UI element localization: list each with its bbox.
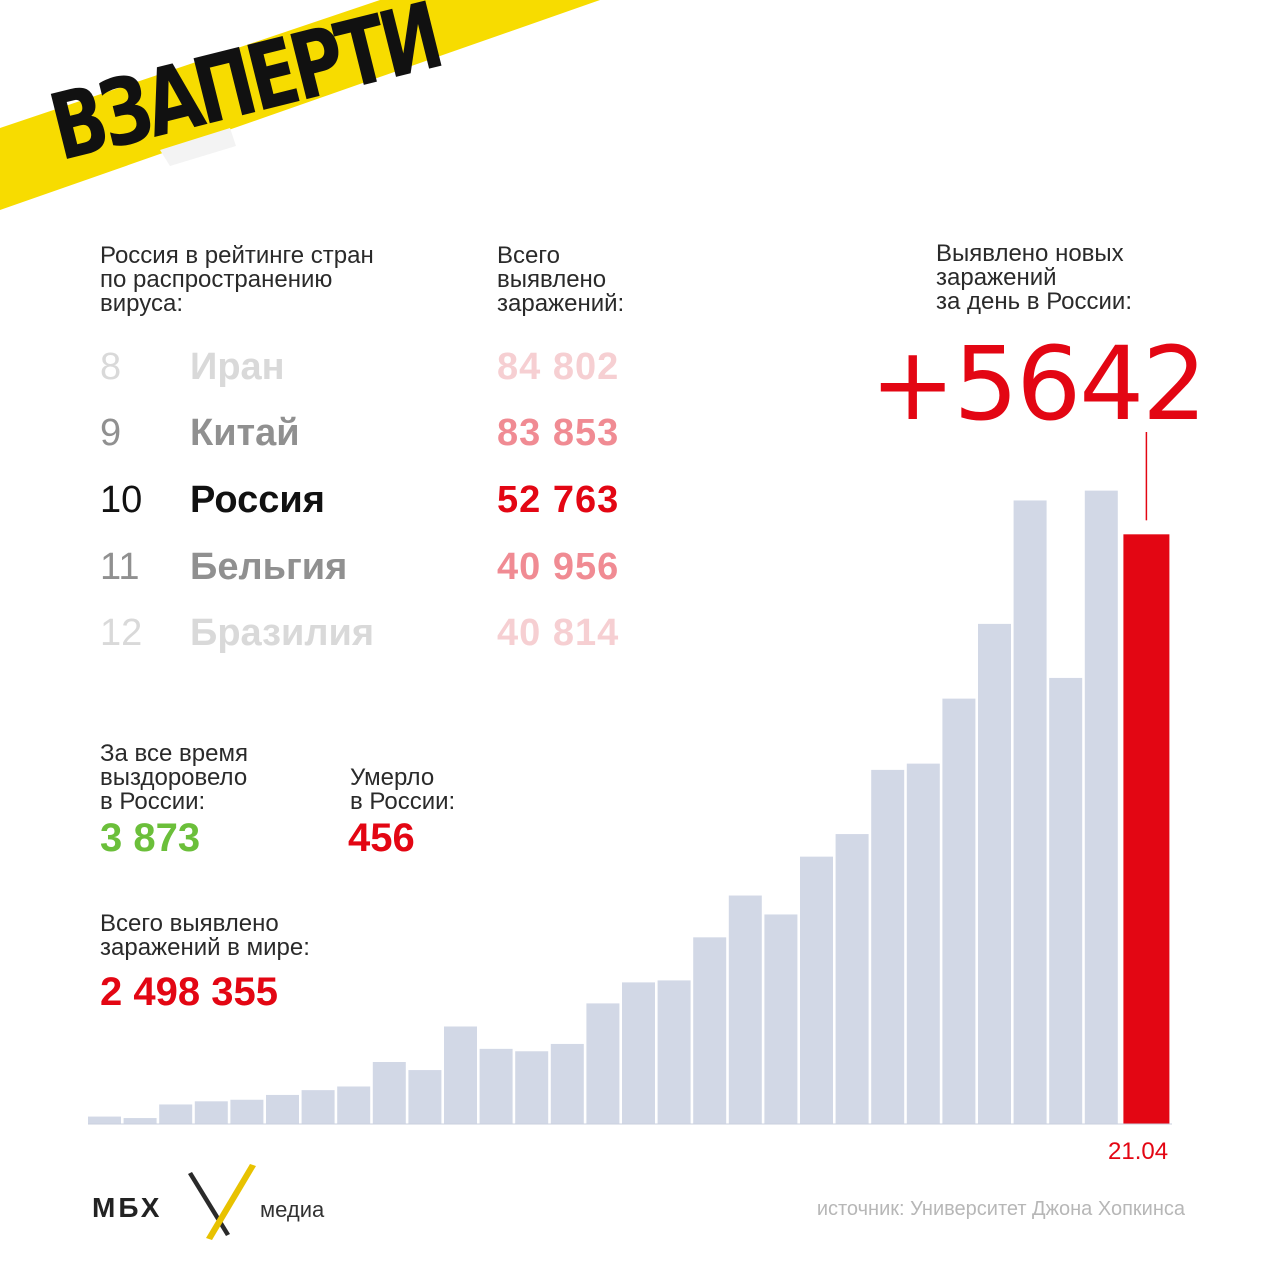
rank-country: Бельгия [190, 546, 348, 588]
bar [1084, 490, 1118, 1124]
rank-value: 52 763 [497, 479, 620, 521]
bar [1049, 677, 1083, 1124]
world-value: 2 498 355 [100, 970, 278, 1014]
bar [444, 1026, 477, 1124]
rank-country: Бразилия [190, 612, 375, 654]
bar [693, 937, 727, 1124]
rank-country: Россия [190, 479, 325, 521]
bar [123, 1118, 157, 1124]
bar [800, 856, 833, 1124]
ranking-row: 9 Китай 83 853 [0, 408, 700, 458]
rank-number: 8 [100, 346, 122, 388]
bar [88, 1116, 121, 1124]
bar [942, 698, 976, 1124]
ranking-value-label: Всего выявлено заражений: [497, 242, 625, 317]
bar [835, 834, 869, 1124]
ranking-row: 12 Бразилия 40 814 [0, 608, 700, 658]
bar [479, 1048, 513, 1124]
banner-stripe [0, 0, 600, 210]
ranking-row: 8 Иран 84 802 [0, 342, 700, 392]
rank-number: 11 [100, 546, 140, 588]
deaths-value: 456 [348, 816, 415, 860]
recovered-label: За все время выздоровело в России: [100, 740, 248, 815]
bar [728, 895, 762, 1124]
rank-number: 10 [100, 479, 143, 521]
new-cases-label: Выявлено новых заражений за день в Росси… [936, 240, 1132, 315]
new-cases-value: +5642 [870, 325, 1207, 444]
bar [372, 1062, 406, 1124]
bar [550, 1043, 584, 1124]
bar [194, 1101, 228, 1124]
bar [622, 982, 655, 1124]
bar-highlight [1123, 534, 1170, 1124]
ranking-row: 10 Россия 52 763 [0, 475, 700, 525]
bar [337, 1086, 371, 1124]
rank-country: Китай [190, 412, 300, 454]
world-label: Всего выявлено заражений в мире: [100, 910, 310, 961]
bar [230, 1099, 264, 1124]
bar [871, 769, 905, 1124]
rank-value: 83 853 [497, 412, 620, 454]
bar [515, 1051, 549, 1124]
ranking-label: Россия в рейтинге стран по распространен… [100, 242, 374, 317]
bar [1013, 500, 1047, 1124]
rank-number: 9 [100, 412, 122, 454]
bar [301, 1090, 335, 1124]
rank-number: 12 [100, 612, 143, 654]
logo-x-icon [188, 1164, 256, 1240]
ranking-row: 11 Бельгия 40 956 [0, 542, 700, 592]
bar [906, 763, 940, 1124]
x-tick-label-last: 21.04 [1108, 1138, 1169, 1165]
rank-value: 40 956 [497, 546, 620, 588]
bar [586, 1003, 620, 1124]
bar [764, 914, 798, 1124]
tape-glare [160, 128, 236, 166]
logo-subtitle: медиа [260, 1197, 325, 1222]
bar [408, 1070, 442, 1124]
rank-country: Иран [190, 346, 285, 388]
recovered-value: 3 873 [100, 816, 201, 860]
banner-tape [0, 0, 600, 210]
deaths-label: Умерло в России: [350, 764, 456, 815]
rank-value: 40 814 [497, 612, 620, 654]
source-note: источник: Университет Джона Хопкинса [816, 1198, 1185, 1220]
bar [978, 623, 1011, 1124]
bar [159, 1104, 193, 1124]
bar [657, 980, 691, 1124]
bar [266, 1094, 299, 1124]
logo-text: МБХ [92, 1192, 163, 1223]
rank-value: 84 802 [497, 346, 620, 388]
